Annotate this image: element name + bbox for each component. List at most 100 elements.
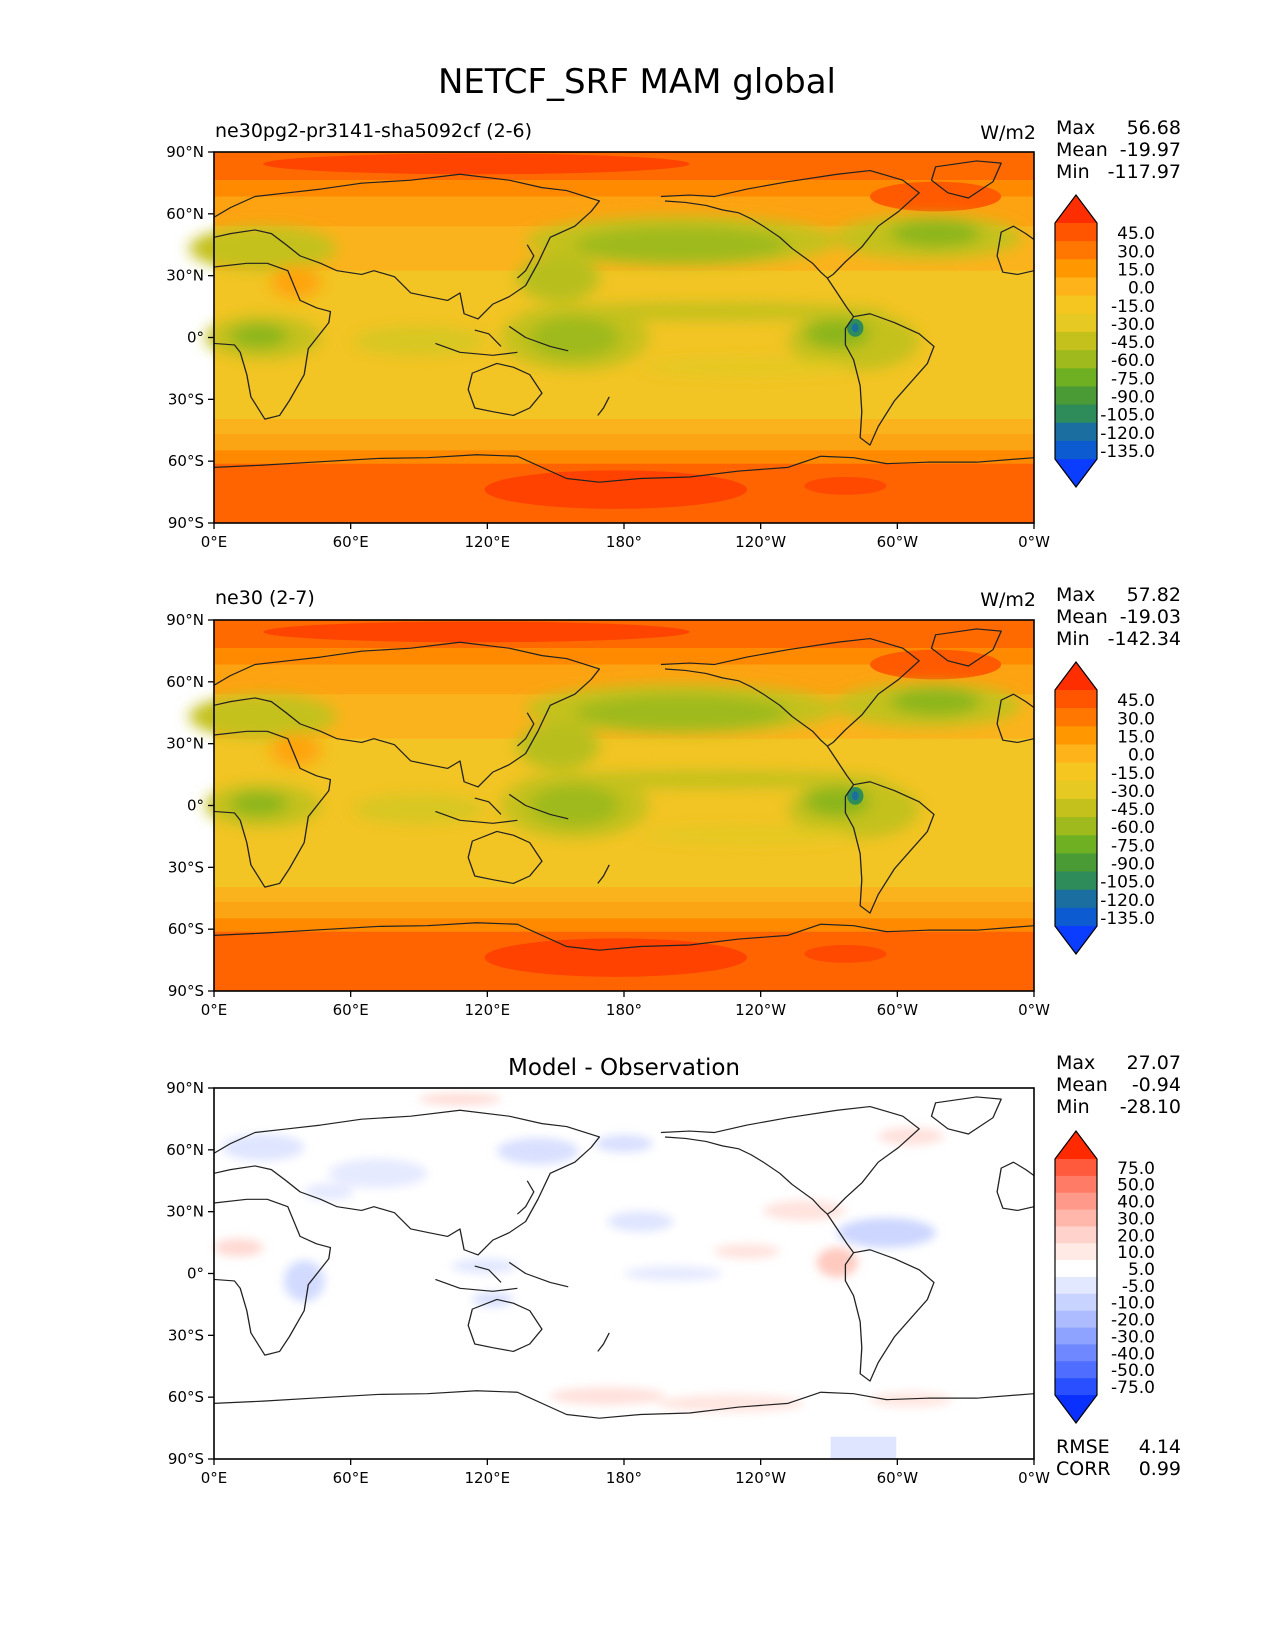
panel-2-stats: Max 57.82 Mean -19.03 Min -142.34: [1056, 584, 1181, 650]
colorbar-segment: [1055, 708, 1097, 727]
lon-tick-label: 60°E: [333, 1469, 369, 1487]
colorbar-label: -5.0: [1122, 1277, 1155, 1297]
lon-tick-label: 180°: [606, 1469, 642, 1487]
lon-tick-label: 120°E: [465, 1469, 511, 1487]
colorbar-label: -45.0: [1111, 800, 1155, 820]
colorbar-label: -30.0: [1111, 315, 1155, 335]
lon-tick-label: 120°E: [465, 533, 511, 551]
lat-tick-label: 60°S: [168, 452, 204, 470]
colorbar-segment: [1055, 817, 1097, 836]
panel-3-stats: Max 27.07 Mean -0.94 Min -28.10: [1056, 1052, 1181, 1118]
lat-tick-label: 90°S: [168, 514, 204, 532]
stat-label: Mean: [1056, 139, 1108, 161]
colorbar-outline: [1054, 1130, 1098, 1424]
colorbar-outline: [1054, 194, 1098, 488]
lon-tick-label: 60°W: [877, 1469, 919, 1487]
colorbar-label: -120.0: [1100, 891, 1155, 911]
stat-label: RMSE: [1056, 1436, 1110, 1458]
stat-label: Mean: [1056, 606, 1108, 628]
lon-tick-label: 60°W: [877, 1001, 919, 1019]
lon-tick-label: 0°W: [1018, 533, 1050, 551]
stat-value: -19.03: [1120, 606, 1181, 628]
stat-label: Max: [1056, 584, 1095, 606]
panel-3-axes: 90°N 60°N 30°N 0° 30°S 60°S 90°S0°E 60°E 120°E 18…: [166, 1079, 1050, 1487]
stat-value: 0.99: [1139, 1458, 1181, 1480]
lon-tick-label: 60°W: [877, 533, 919, 551]
stat-label: Min: [1056, 1096, 1090, 1118]
colorbar-segment: [1055, 1293, 1097, 1312]
colorbar-segment: [1055, 350, 1097, 369]
colorbar-segment: [1055, 1277, 1097, 1295]
colorbar-label: 5.0: [1128, 1260, 1155, 1280]
lon-tick-label: 0°W: [1018, 1001, 1050, 1019]
colorbar-label: 45.0: [1117, 691, 1155, 711]
colorbar-segment: [1055, 798, 1097, 818]
colorbar-segment: [1055, 386, 1097, 406]
colorbar-label: 0.0: [1128, 279, 1155, 299]
colorbar-label: -90.0: [1111, 388, 1155, 408]
stat-value: 4.14: [1139, 1436, 1181, 1458]
stat-value: 57.82: [1127, 584, 1181, 606]
panel-2-map: [189, 620, 1035, 991]
lat-tick-label: 90°N: [166, 1079, 204, 1097]
stat-label: CORR: [1056, 1458, 1111, 1480]
colorbar-label: 15.0: [1117, 727, 1155, 747]
lat-tick-label: 0°: [187, 797, 204, 815]
panel-2-title: ne30 (2-7): [215, 587, 315, 609]
panel-3-title: Model - Observation: [508, 1055, 740, 1081]
colorbar-label: -75.0: [1111, 1378, 1155, 1398]
colorbar-segment: [1055, 440, 1097, 460]
lon-tick-label: 0°E: [201, 1001, 228, 1019]
lon-tick-label: 120°W: [735, 1001, 786, 1019]
colorbar-segment: [1055, 368, 1097, 387]
panel-3: Model - Observation Max 27.07 Mean -0.94…: [166, 1052, 1181, 1487]
lon-tick-label: 60°E: [333, 533, 369, 551]
colorbar-segment: [1055, 223, 1097, 242]
stat-label: Max: [1056, 117, 1095, 139]
colorbar-label: -50.0: [1111, 1361, 1155, 1381]
stat-value: -19.97: [1120, 139, 1181, 161]
colorbar-label: -120.0: [1100, 424, 1155, 444]
lat-tick-label: 0°: [187, 329, 204, 347]
colorbar-segment: [1055, 241, 1097, 260]
panel-1-title: ne30pg2-pr3141-sha5092cf (2-6): [215, 120, 532, 142]
lat-tick-label: 30°N: [166, 267, 204, 285]
colorbar-segment: [1055, 853, 1097, 873]
colorbar-label: -135.0: [1100, 442, 1155, 462]
colorbar-segment: [1055, 744, 1097, 764]
colorbar-label: 40.0: [1117, 1193, 1155, 1213]
panel-1: ne30pg2-pr3141-sha5092cf (2-6) W/m2 Max …: [166, 117, 1181, 551]
panel-3-extra-stats: RMSE 4.14 CORR 0.99: [1056, 1436, 1181, 1480]
lon-tick-label: 180°: [606, 1001, 642, 1019]
colorbar-segment: [1055, 422, 1097, 442]
lat-tick-label: 0°: [187, 1265, 204, 1283]
colorbar-label: -40.0: [1111, 1344, 1155, 1364]
colorbar-label: 50.0: [1117, 1176, 1155, 1196]
colorbar-label: -30.0: [1111, 782, 1155, 802]
colorbar-segment: [1055, 1361, 1097, 1379]
stat-value: 56.68: [1127, 117, 1181, 139]
colorbar-label: -10.0: [1111, 1294, 1155, 1314]
lon-tick-label: 120°W: [735, 1469, 786, 1487]
figure-title: NETCF_SRF MAM global: [438, 62, 836, 102]
stat-label: Min: [1056, 161, 1090, 183]
colorbar-label: 15.0: [1117, 260, 1155, 280]
lon-tick-label: 0°E: [201, 1469, 228, 1487]
colorbar-label: 45.0: [1117, 224, 1155, 244]
colorbar-label: 10.0: [1117, 1243, 1155, 1263]
colorbar-label: 20.0: [1117, 1226, 1155, 1246]
colorbar-label: -60.0: [1111, 818, 1155, 838]
panel-2-colorbar: 45.030.015.00.0-15.0-30.0-45.0-60.0-75.0…: [1054, 661, 1155, 955]
panel-2-units: W/m2: [980, 589, 1036, 611]
colorbar-segment: [1055, 1327, 1097, 1346]
colorbar-label: -90.0: [1111, 855, 1155, 875]
colorbar-segment: [1055, 780, 1097, 800]
lat-tick-label: 60°N: [166, 205, 204, 223]
colorbar-segment: [1055, 1226, 1097, 1244]
colorbar-label: 30.0: [1117, 709, 1155, 729]
lat-tick-label: 60°S: [168, 920, 204, 938]
lat-tick-label: 30°S: [168, 390, 204, 408]
colorbar-label: -30.0: [1111, 1327, 1155, 1347]
lon-tick-label: 60°E: [333, 1001, 369, 1019]
